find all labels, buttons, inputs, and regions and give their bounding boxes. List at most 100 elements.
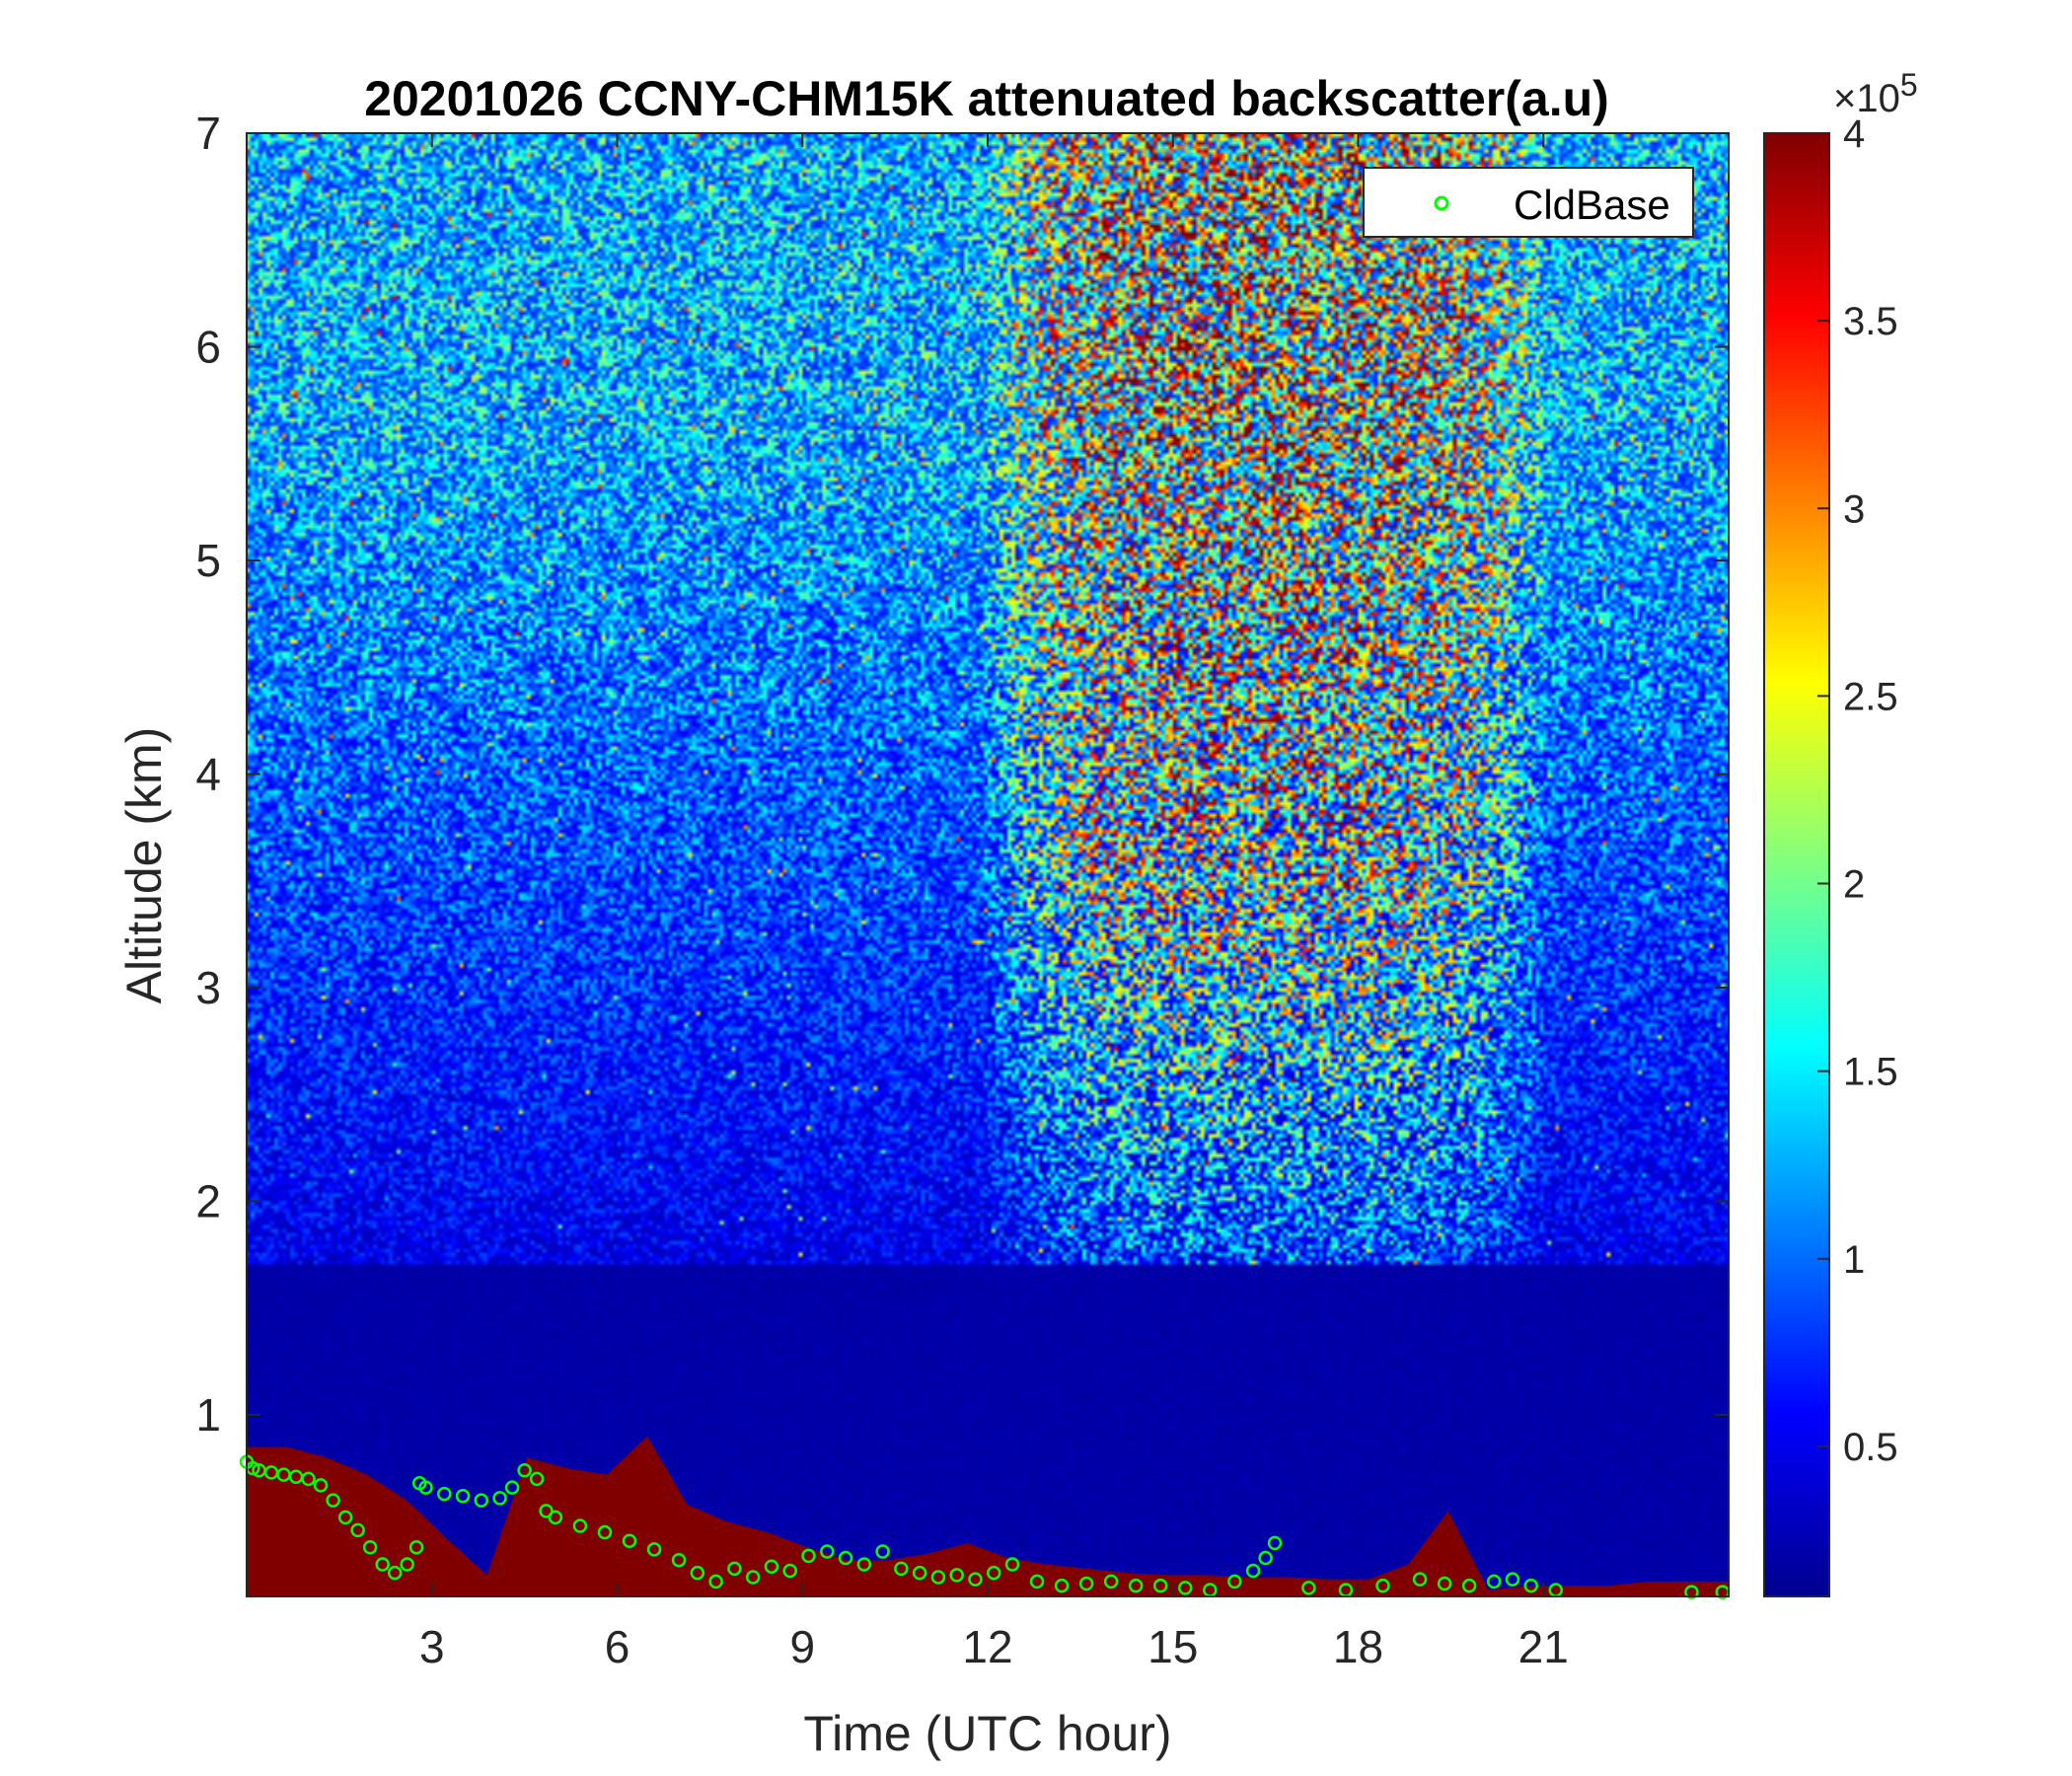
boundary-layer-fill [247, 1436, 1729, 1596]
cldbase-marker [1078, 1576, 1094, 1591]
cldbase-marker [529, 1471, 545, 1487]
cldbase-marker [1152, 1578, 1168, 1593]
cldbase-marker [301, 1471, 316, 1487]
cldbase-marker [350, 1522, 365, 1538]
cldbase-marker [745, 1570, 761, 1585]
colorbar-tick-label: 1 [1843, 1238, 1865, 1282]
cldbase-marker [408, 1539, 424, 1555]
colorbar: 0.5 1 1.5 2 2.5 3 3.5 4 ×105 [1763, 67, 1918, 1597]
cldbase-marker [326, 1493, 340, 1508]
y-tick-label: 2 [195, 1175, 221, 1226]
cldbase-marker [362, 1539, 378, 1555]
cldbase-marker [400, 1557, 414, 1572]
legend-label-cldbase: CldBase [1514, 182, 1670, 228]
cldbase-marker [1461, 1578, 1477, 1593]
cldbase-marker [1178, 1581, 1193, 1595]
colorbar-tick-label: 2.5 [1843, 675, 1898, 718]
boundary-layer-band [247, 1436, 1729, 1596]
cldbase-marker [894, 1561, 909, 1577]
y-tick-label: 5 [195, 535, 221, 586]
colorbar-tick-label: 1.5 [1843, 1051, 1898, 1094]
colorbar-gradient [1763, 132, 1830, 1597]
x-axis-label: Time (UTC hour) [803, 1706, 1171, 1761]
cldbase-marker [690, 1565, 705, 1581]
cldbase-marker [1267, 1535, 1283, 1551]
cldbase-marker [387, 1565, 403, 1581]
x-tick-label: 21 [1518, 1621, 1569, 1672]
cldbase-marker [1523, 1578, 1538, 1593]
legend-marker-cldbase [1434, 195, 1449, 211]
cldbase-marker [875, 1544, 890, 1559]
colorbar-tick-label: 2 [1843, 863, 1865, 907]
legend: CldBase [1363, 167, 1694, 238]
cldbase-marker [1412, 1572, 1428, 1587]
cldbase-marker [1054, 1578, 1070, 1593]
cldbase-marker [622, 1533, 637, 1548]
cldbase-marker [671, 1552, 687, 1568]
cldbase-marker [1128, 1578, 1144, 1593]
colorbar-exponent-power: 5 [1900, 67, 1918, 103]
cldbase-marker [968, 1572, 983, 1587]
x-tick-label: 9 [789, 1621, 815, 1672]
cldbase-marker [313, 1478, 329, 1493]
backscatter-heatmap [247, 133, 1729, 1596]
cldbase-marker [517, 1463, 532, 1478]
cldbase-marker [646, 1542, 662, 1557]
cldbase-marker [548, 1510, 563, 1525]
colorbar-tick-label: 3.5 [1843, 300, 1898, 343]
colorbar-tick-label: 0.5 [1843, 1426, 1898, 1469]
x-tick-label: 12 [962, 1621, 1012, 1672]
cldbase-marker [912, 1565, 927, 1581]
y-axis-label: Altitude (km) [116, 727, 172, 1004]
cldbase-marker [572, 1518, 588, 1533]
cldbase-marker [1258, 1550, 1273, 1566]
y-axis: 1 2 3 4 5 6 7 [195, 108, 1729, 1441]
cldbase-marker [801, 1548, 816, 1564]
cldbase-marker [1486, 1574, 1502, 1590]
x-tick-label: 3 [419, 1621, 445, 1672]
cldbase-marker [1227, 1574, 1242, 1590]
plot-area [239, 132, 1730, 1599]
cldbase-marker [1245, 1563, 1261, 1579]
cldbase-marker [987, 1565, 1001, 1581]
colorbar-tick-label: 4 [1843, 112, 1865, 156]
chart-title: 20201026 CCNY-CHM15K attenuated backscat… [364, 71, 1609, 126]
cldbase-marker [504, 1480, 520, 1495]
cldbase-marker [597, 1524, 613, 1540]
x-tick-label: 18 [1333, 1621, 1383, 1672]
cldbase-marker [437, 1486, 452, 1502]
cldbase-marker [375, 1557, 390, 1572]
y-tick-label: 4 [195, 748, 221, 799]
cldbase-marker [930, 1570, 946, 1585]
y-tick-label: 1 [195, 1389, 221, 1441]
cldbase-marker [1301, 1581, 1316, 1595]
y-tick-label: 3 [195, 962, 221, 1013]
cldbase-marker [764, 1559, 779, 1574]
cldbase-marker [1375, 1578, 1390, 1593]
cldbase-marker [838, 1550, 853, 1566]
colorbar-exponent-base: ×10 [1833, 77, 1900, 120]
cldbase-marker [949, 1568, 964, 1583]
x-axis: 3 6 9 12 15 18 21 [419, 133, 1569, 1672]
y-tick-label: 6 [195, 321, 221, 372]
cldbase-marker [337, 1510, 353, 1525]
colorbar-tick-label: 3 [1843, 487, 1865, 531]
cldbase-marker [820, 1544, 835, 1559]
cldbase-marker [727, 1561, 742, 1577]
cldbase-marker [418, 1480, 433, 1495]
legend-box [1363, 167, 1694, 238]
cldbase-marker [1684, 1585, 1699, 1599]
colorbar-exponent: ×105 [1833, 67, 1918, 120]
cldbase-marker [539, 1504, 554, 1518]
cldbase-marker [474, 1493, 489, 1508]
cldbase-marker [1029, 1574, 1045, 1590]
cldbase-marker [1505, 1572, 1520, 1587]
cldbase-marker [1437, 1576, 1452, 1591]
cldbase-marker [455, 1488, 471, 1504]
colorbar-ticks: 0.5 1 1.5 2 2.5 3 3.5 4 [1817, 112, 1898, 1469]
cldbase-marker [782, 1563, 797, 1579]
cldbase-marker [708, 1574, 723, 1590]
cldbase-marker [856, 1557, 872, 1572]
x-tick-label: 15 [1147, 1621, 1198, 1672]
